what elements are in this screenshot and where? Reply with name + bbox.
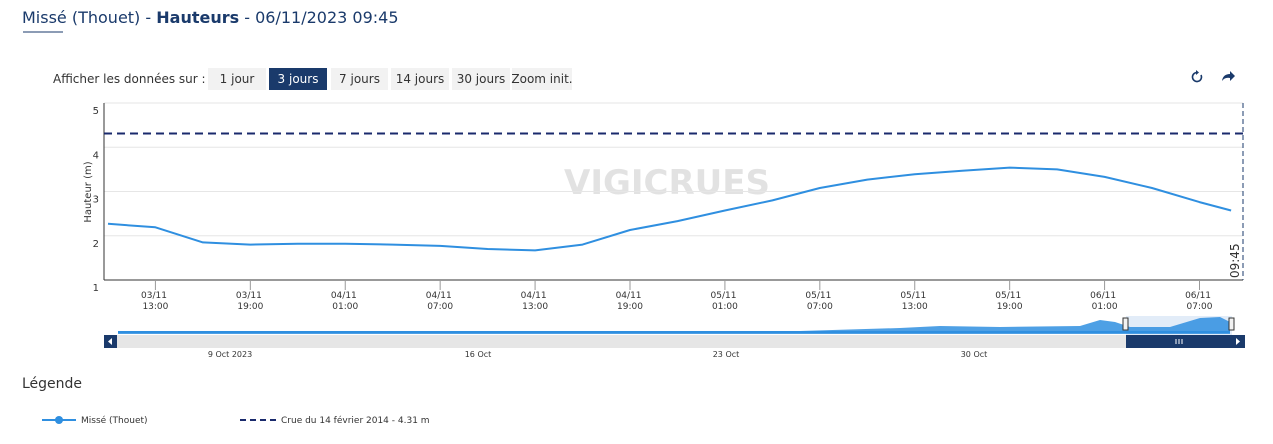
chart-title: Missé (Thouet) - Hauteurs - 06/11/2023 0…: [22, 8, 399, 27]
x-tick-label: 04/11 07:00: [426, 291, 455, 312]
x-tick-label: 05/11 01:00: [711, 291, 740, 312]
navigator-label: 30 Oct: [961, 350, 988, 359]
x-tick-label: 05/11 19:00: [995, 291, 1024, 312]
now-label: 09:45: [1228, 243, 1242, 278]
navigator-label: 9 Oct 2023: [208, 350, 252, 359]
range-button[interactable]: [331, 68, 388, 90]
range-button[interactable]: [512, 68, 572, 90]
x-tick-label: 06/11 07:00: [1185, 291, 1214, 312]
range-button-label[interactable]: 7 jours: [339, 72, 380, 86]
range-button-label[interactable]: 1 jour: [220, 72, 255, 86]
range-button-label[interactable]: 14 jours: [396, 72, 445, 86]
watermark: VIGICRUES: [564, 163, 770, 203]
range-button-label[interactable]: 30 jours: [457, 72, 506, 86]
title-measure: Hauteurs: [156, 8, 239, 27]
navigator-handle[interactable]: [1228, 317, 1235, 331]
navigator-label: 16 Oct: [465, 350, 492, 359]
legend-title: Légende: [22, 376, 82, 392]
range-button[interactable]: [452, 68, 510, 90]
scrollbar-track[interactable]: [104, 335, 1245, 348]
y-tick-label: 5: [93, 106, 99, 117]
title-station: Missé (Thouet) -: [22, 8, 156, 27]
range-button[interactable]: [208, 68, 266, 90]
x-tick-label: 04/11 19:00: [616, 291, 645, 312]
x-tick-label: 04/11 13:00: [521, 291, 550, 312]
y-tick-label: 4: [93, 150, 99, 161]
legend-label[interactable]: Crue du 14 février 2014 - 4.31 m: [281, 415, 430, 426]
navigator-handle[interactable]: [1122, 317, 1129, 331]
x-tick-label: 05/11 07:00: [805, 291, 834, 312]
x-tick-label: 05/11 13:00: [900, 291, 929, 312]
range-button-label[interactable]: Zoom init.: [511, 72, 572, 86]
legend-marker: [55, 416, 63, 424]
navigator-label: 23 Oct: [713, 350, 740, 359]
y-tick-label: 2: [93, 239, 99, 250]
x-tick-label: 04/11 01:00: [331, 291, 360, 312]
y-axis-title: Hauteur (m): [83, 161, 94, 222]
refresh-icon[interactable]: [1191, 70, 1203, 83]
x-tick-label: 06/11 01:00: [1090, 291, 1119, 312]
share-icon[interactable]: [1222, 71, 1235, 81]
navigator-area: [118, 317, 1230, 334]
range-button[interactable]: [269, 68, 327, 90]
legend-label[interactable]: Missé (Thouet): [81, 415, 148, 426]
y-tick-label: 3: [93, 195, 99, 206]
range-button-label[interactable]: 3 jours: [278, 72, 319, 86]
title-date: - 06/11/2023 09:45: [239, 8, 398, 27]
series-line: [107, 166, 1232, 252]
y-tick-label: 1: [93, 283, 99, 294]
range-button[interactable]: [391, 68, 449, 90]
navigator: [104, 316, 1245, 348]
x-tick-label: 03/11 13:00: [141, 291, 170, 312]
x-tick-label: 03/11 19:00: [236, 291, 265, 312]
range-label: Afficher les données sur :: [53, 72, 206, 86]
